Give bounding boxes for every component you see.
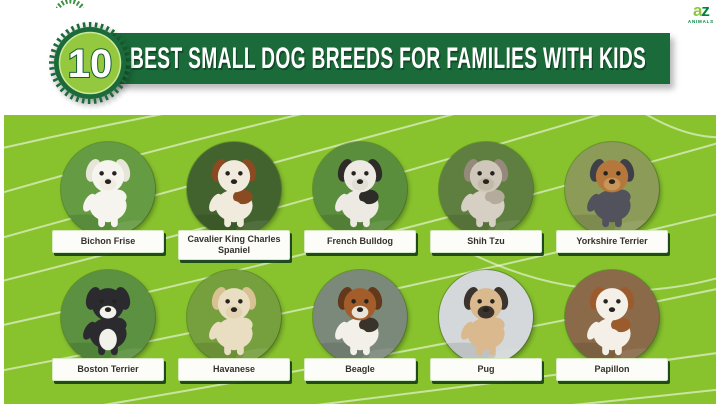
dog-illustration-icon	[187, 269, 281, 364]
logo-subtext: ANIMALS	[687, 19, 714, 24]
breed-card-shih-tzu: Shih Tzu	[429, 142, 543, 260]
breed-card-yorkshire-terrier: Yorkshire Terrier	[555, 142, 669, 260]
breed-photo-havanese	[187, 269, 281, 364]
logo-letter-z: z	[701, 1, 709, 20]
breed-name: Beagle	[345, 363, 375, 374]
breed-card-bichon-frise: Bichon Frise	[51, 142, 165, 260]
breed-photo-yorkshire-terrier	[565, 142, 659, 236]
breed-row-1: Bichon Frise	[4, 142, 716, 260]
breed-name: Bichon Frise	[80, 236, 136, 247]
breed-label: Papillon	[556, 357, 668, 381]
dog-illustration-icon	[313, 269, 407, 364]
breed-label: Beagle	[304, 357, 416, 381]
dog-illustration-icon	[565, 269, 659, 364]
breed-photo-shih-tzu	[439, 142, 533, 236]
dog-illustration-icon	[565, 142, 659, 236]
dog-illustration-icon	[61, 142, 155, 236]
header-bar: BEST SMALL DOG BREEDS FOR FAMILIES WITH …	[105, 33, 670, 84]
breed-photo-pug	[439, 269, 533, 364]
breed-label: Havanese	[178, 357, 290, 381]
badge-inner-circle	[58, 31, 122, 95]
breed-name: Boston Terrier	[77, 363, 139, 374]
breed-photo-french-bulldog	[313, 142, 407, 236]
breed-card-papillon: Papillon	[555, 269, 669, 381]
az-animals-logo[interactable]: az ANIMALS	[688, 2, 714, 25]
breed-name: Papillon	[594, 363, 630, 374]
breed-photo-papillon	[565, 269, 659, 364]
breed-label: Yorkshire Terrier	[556, 230, 668, 253]
breed-photo-bichon-frise	[61, 142, 155, 236]
breed-label: Shih Tzu	[430, 230, 542, 253]
breed-label: French Bulldog	[304, 230, 416, 253]
badge-serrated-edge	[49, 22, 131, 104]
number-badge: 10	[49, 22, 131, 104]
green-background: Bichon Frise	[4, 115, 716, 404]
breed-card-pug: Pug	[429, 269, 543, 381]
breed-photo-cavalier	[187, 142, 281, 236]
badge-number: 10	[68, 42, 113, 86]
breed-card-beagle: Beagle	[303, 269, 417, 381]
breed-card-havanese: Havanese	[177, 269, 291, 381]
dog-illustration-icon	[313, 142, 407, 236]
breed-name: Shih Tzu	[467, 236, 505, 247]
breed-card-french-bulldog: French Bulldog	[303, 142, 417, 260]
dog-illustration-icon	[439, 269, 533, 364]
breed-card-cavalier-king-charles-spaniel: Cavalier King Charles Spaniel	[177, 142, 291, 260]
breed-card-boston-terrier: Boston Terrier	[51, 269, 165, 381]
dog-illustration-icon	[187, 142, 281, 236]
breed-photo-boston-terrier	[61, 269, 155, 364]
breed-label: Bichon Frise	[52, 230, 164, 253]
logo-letter-a: a	[692, 1, 703, 20]
dog-illustration-icon	[61, 269, 155, 364]
dog-illustration-icon	[439, 142, 533, 236]
breed-label: Boston Terrier	[52, 357, 164, 381]
breed-photo-beagle	[313, 269, 407, 364]
breed-name: Cavalier King Charles Spaniel	[187, 234, 281, 255]
breed-name: French Bulldog	[327, 236, 393, 247]
breed-name: Yorkshire Terrier	[576, 236, 648, 247]
breed-label: Pug	[430, 357, 542, 381]
breed-row-2: Boston Terrier	[4, 269, 716, 381]
decorative-arc	[56, 0, 84, 8]
logo-wordmark: az	[688, 2, 714, 19]
breed-label: Cavalier King Charles Spaniel	[178, 230, 290, 260]
breed-name: Pug	[477, 363, 495, 374]
breed-name: Havanese	[212, 363, 256, 374]
page-title: BEST SMALL DOG BREEDS FOR FAMILIES WITH …	[130, 41, 647, 75]
